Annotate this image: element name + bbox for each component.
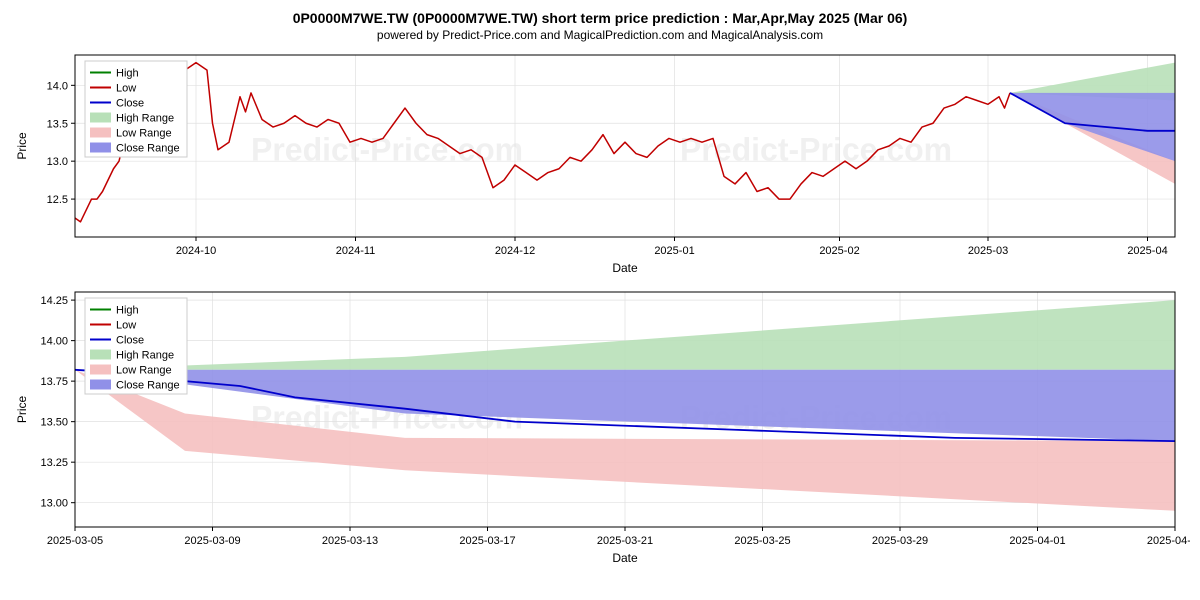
svg-text:2025-03-17: 2025-03-17 [459, 535, 515, 547]
svg-text:2025-04: 2025-04 [1127, 245, 1167, 257]
svg-text:14.00: 14.00 [40, 336, 68, 348]
svg-text:Low Range: Low Range [116, 365, 172, 377]
svg-text:2024-10: 2024-10 [176, 245, 216, 257]
svg-text:High Range: High Range [116, 113, 174, 125]
svg-text:Low Range: Low Range [116, 128, 172, 140]
svg-text:2025-01: 2025-01 [654, 245, 694, 257]
svg-text:13.00: 13.00 [40, 498, 68, 510]
svg-text:2025-03: 2025-03 [968, 245, 1008, 257]
svg-text:Close: Close [116, 98, 144, 110]
svg-text:Close Range: Close Range [116, 143, 180, 155]
svg-text:Predict-Price.com: Predict-Price.com [680, 132, 952, 168]
top-chart: Predict-Price.com Predict-Price.com 12.5 13… [10, 47, 1190, 282]
svg-text:Date: Date [612, 261, 638, 275]
svg-text:2025-03-09: 2025-03-09 [184, 535, 240, 547]
svg-text:14.0: 14.0 [47, 80, 68, 92]
svg-text:High: High [116, 305, 139, 317]
svg-text:2025-04-05: 2025-04-05 [1147, 535, 1190, 547]
svg-text:Close Range: Close Range [116, 380, 180, 392]
svg-text:2025-02: 2025-02 [819, 245, 859, 257]
svg-text:Close: Close [116, 335, 144, 347]
svg-text:13.5: 13.5 [47, 118, 68, 130]
chart-title: 0P0000M7WE.TW (0P0000M7WE.TW) short term… [10, 10, 1190, 26]
svg-text:Predict-Price.com: Predict-Price.com [251, 132, 523, 168]
chart-subtitle: powered by Predict-Price.com and Magical… [10, 28, 1190, 42]
svg-text:2025-03-25: 2025-03-25 [734, 535, 790, 547]
svg-text:Price: Price [15, 396, 29, 424]
svg-text:2025-03-13: 2025-03-13 [322, 535, 378, 547]
svg-text:Low: Low [116, 83, 136, 95]
svg-text:2025-04-01: 2025-04-01 [1009, 535, 1065, 547]
svg-text:2024-12: 2024-12 [495, 245, 535, 257]
svg-text:Price: Price [15, 132, 29, 160]
svg-text:13.0: 13.0 [47, 156, 68, 168]
svg-text:2025-03-05: 2025-03-05 [47, 535, 103, 547]
svg-text:13.25: 13.25 [40, 457, 68, 469]
svg-text:13.75: 13.75 [40, 376, 68, 388]
svg-text:2025-03-29: 2025-03-29 [872, 535, 928, 547]
svg-text:Date: Date [612, 551, 638, 565]
svg-text:High Range: High Range [116, 350, 174, 362]
svg-text:2025-03-21: 2025-03-21 [597, 535, 653, 547]
svg-text:12.5: 12.5 [47, 194, 68, 206]
svg-text:Low: Low [116, 320, 136, 332]
svg-text:High: High [116, 68, 139, 80]
bottom-chart: Predict-Price.comPredict-Price.com13.001… [10, 282, 1190, 572]
svg-text:14.25: 14.25 [40, 295, 68, 307]
svg-text:2024-11: 2024-11 [336, 245, 376, 257]
svg-text:13.50: 13.50 [40, 417, 68, 429]
